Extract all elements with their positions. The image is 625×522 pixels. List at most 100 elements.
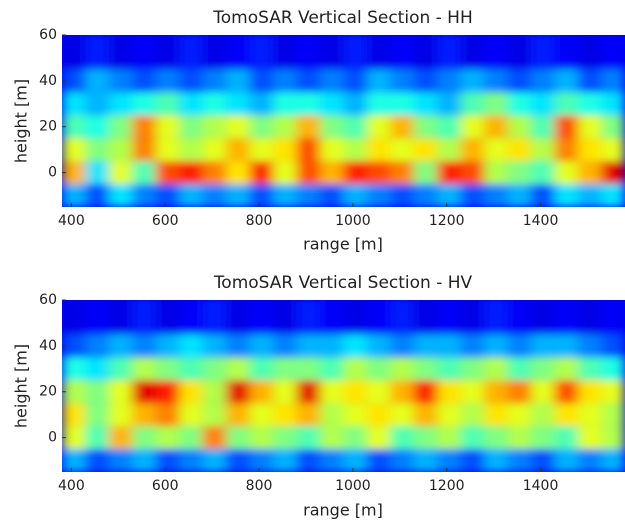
y-tick-label: 20	[39, 384, 57, 400]
heatmap-cell	[507, 115, 532, 139]
heatmap-cell	[155, 69, 180, 93]
heatmap-cell	[155, 138, 180, 162]
heatmap-cell	[507, 161, 532, 185]
heatmap-cell	[155, 184, 180, 207]
heatmap-cell	[343, 449, 367, 472]
y-tick-label: 20	[39, 119, 57, 135]
heatmap-cell	[132, 403, 156, 427]
heatmap-cell	[343, 161, 367, 185]
heatmap-cell	[366, 334, 391, 358]
heatmap-cell	[460, 92, 485, 116]
heatmap-cell	[249, 184, 274, 207]
heatmap-cell	[366, 380, 391, 404]
heatmap-cell	[179, 357, 203, 381]
heatmap-cell	[390, 161, 414, 185]
heatmap-cell	[578, 300, 602, 335]
heatmap-cell	[460, 138, 485, 162]
heatmap-cell	[531, 403, 555, 427]
heatmap-cell	[601, 357, 625, 381]
heatmap-cell	[155, 161, 180, 185]
heatmap	[62, 300, 625, 472]
heatmap-cell	[343, 380, 367, 404]
heatmap-cell	[108, 449, 133, 472]
heatmap-cell	[296, 92, 321, 116]
heatmap-cell	[320, 35, 344, 70]
heatmap-cell	[531, 184, 555, 207]
heatmap-cell	[108, 334, 133, 358]
heatmap-cell	[437, 426, 461, 450]
heatmap-cell	[366, 161, 391, 185]
heatmap-cell	[273, 380, 297, 404]
heatmap-cell	[108, 161, 133, 185]
x-axis-label: range [m]	[303, 501, 383, 520]
heatmap-cell	[531, 69, 555, 93]
heatmap-cell	[578, 357, 602, 381]
heatmap-cell	[601, 334, 625, 358]
heatmap-cell	[132, 449, 156, 472]
heatmap-cell	[62, 380, 86, 404]
heatmap-cell	[273, 92, 297, 116]
heatmap-cell	[460, 69, 485, 93]
heatmap-cell	[437, 92, 461, 116]
heatmap-cell	[578, 334, 602, 358]
heatmap-cell	[460, 334, 485, 358]
heatmap-cell	[437, 334, 461, 358]
heatmap-cell	[507, 300, 532, 335]
x-axis-label: range [m]	[303, 235, 383, 254]
heatmap-cell	[554, 380, 579, 404]
heatmap-cell	[296, 449, 321, 472]
heatmap-cell	[226, 380, 250, 404]
heatmap-cell	[202, 426, 227, 450]
heatmap-cell	[320, 300, 344, 335]
heatmap-cell	[85, 161, 109, 185]
heatmap-cell	[554, 138, 579, 162]
heatmap-cell	[484, 300, 508, 335]
heatmap-cell	[132, 357, 156, 381]
heatmap-cell	[437, 184, 461, 207]
heatmap-cell	[343, 334, 367, 358]
heatmap-cell	[108, 184, 133, 207]
heatmap-cell	[296, 300, 321, 335]
heatmap-cell	[62, 138, 86, 162]
x-tick-label: 800	[246, 213, 273, 229]
heatmap-cell	[413, 184, 438, 207]
y-tick-label: 0	[48, 430, 57, 446]
heatmap-cell	[108, 357, 133, 381]
heatmap-cell	[531, 138, 555, 162]
heatmap-cell	[202, 449, 227, 472]
heatmap-cell	[273, 184, 297, 207]
heatmap-cell	[85, 300, 109, 335]
heatmap-cell	[249, 115, 274, 139]
heatmap-cell	[413, 115, 438, 139]
heatmap-cell	[179, 69, 203, 93]
x-tick-label: 1400	[523, 213, 559, 229]
heatmap-cell	[507, 184, 532, 207]
heatmap-cell	[202, 403, 227, 427]
heatmap-cell	[343, 403, 367, 427]
heatmap-cell	[249, 380, 274, 404]
heatmap-cell	[531, 449, 555, 472]
heatmap-cell	[390, 334, 414, 358]
heatmap-cell	[62, 357, 86, 381]
heatmap-cell	[296, 334, 321, 358]
heatmap-cell	[108, 300, 133, 335]
y-axis-label: height [m]	[12, 79, 31, 163]
heatmap-cell	[179, 184, 203, 207]
heatmap-cell	[554, 300, 579, 335]
heatmap-cell	[531, 334, 555, 358]
heatmap-cell	[320, 334, 344, 358]
heatmap-cell	[366, 92, 391, 116]
heatmap-cell	[601, 138, 625, 162]
heatmap-cell	[460, 161, 485, 185]
heatmap-cell	[578, 138, 602, 162]
heatmap-cell	[132, 35, 156, 70]
heatmap-cell	[85, 426, 109, 450]
heatmap-cell	[460, 115, 485, 139]
heatmap-cell	[390, 357, 414, 381]
heatmap-cell	[578, 161, 602, 185]
heatmap-cell	[578, 35, 602, 70]
heatmap-cell	[202, 334, 227, 358]
heatmap-cell	[179, 449, 203, 472]
heatmap-cell	[132, 184, 156, 207]
